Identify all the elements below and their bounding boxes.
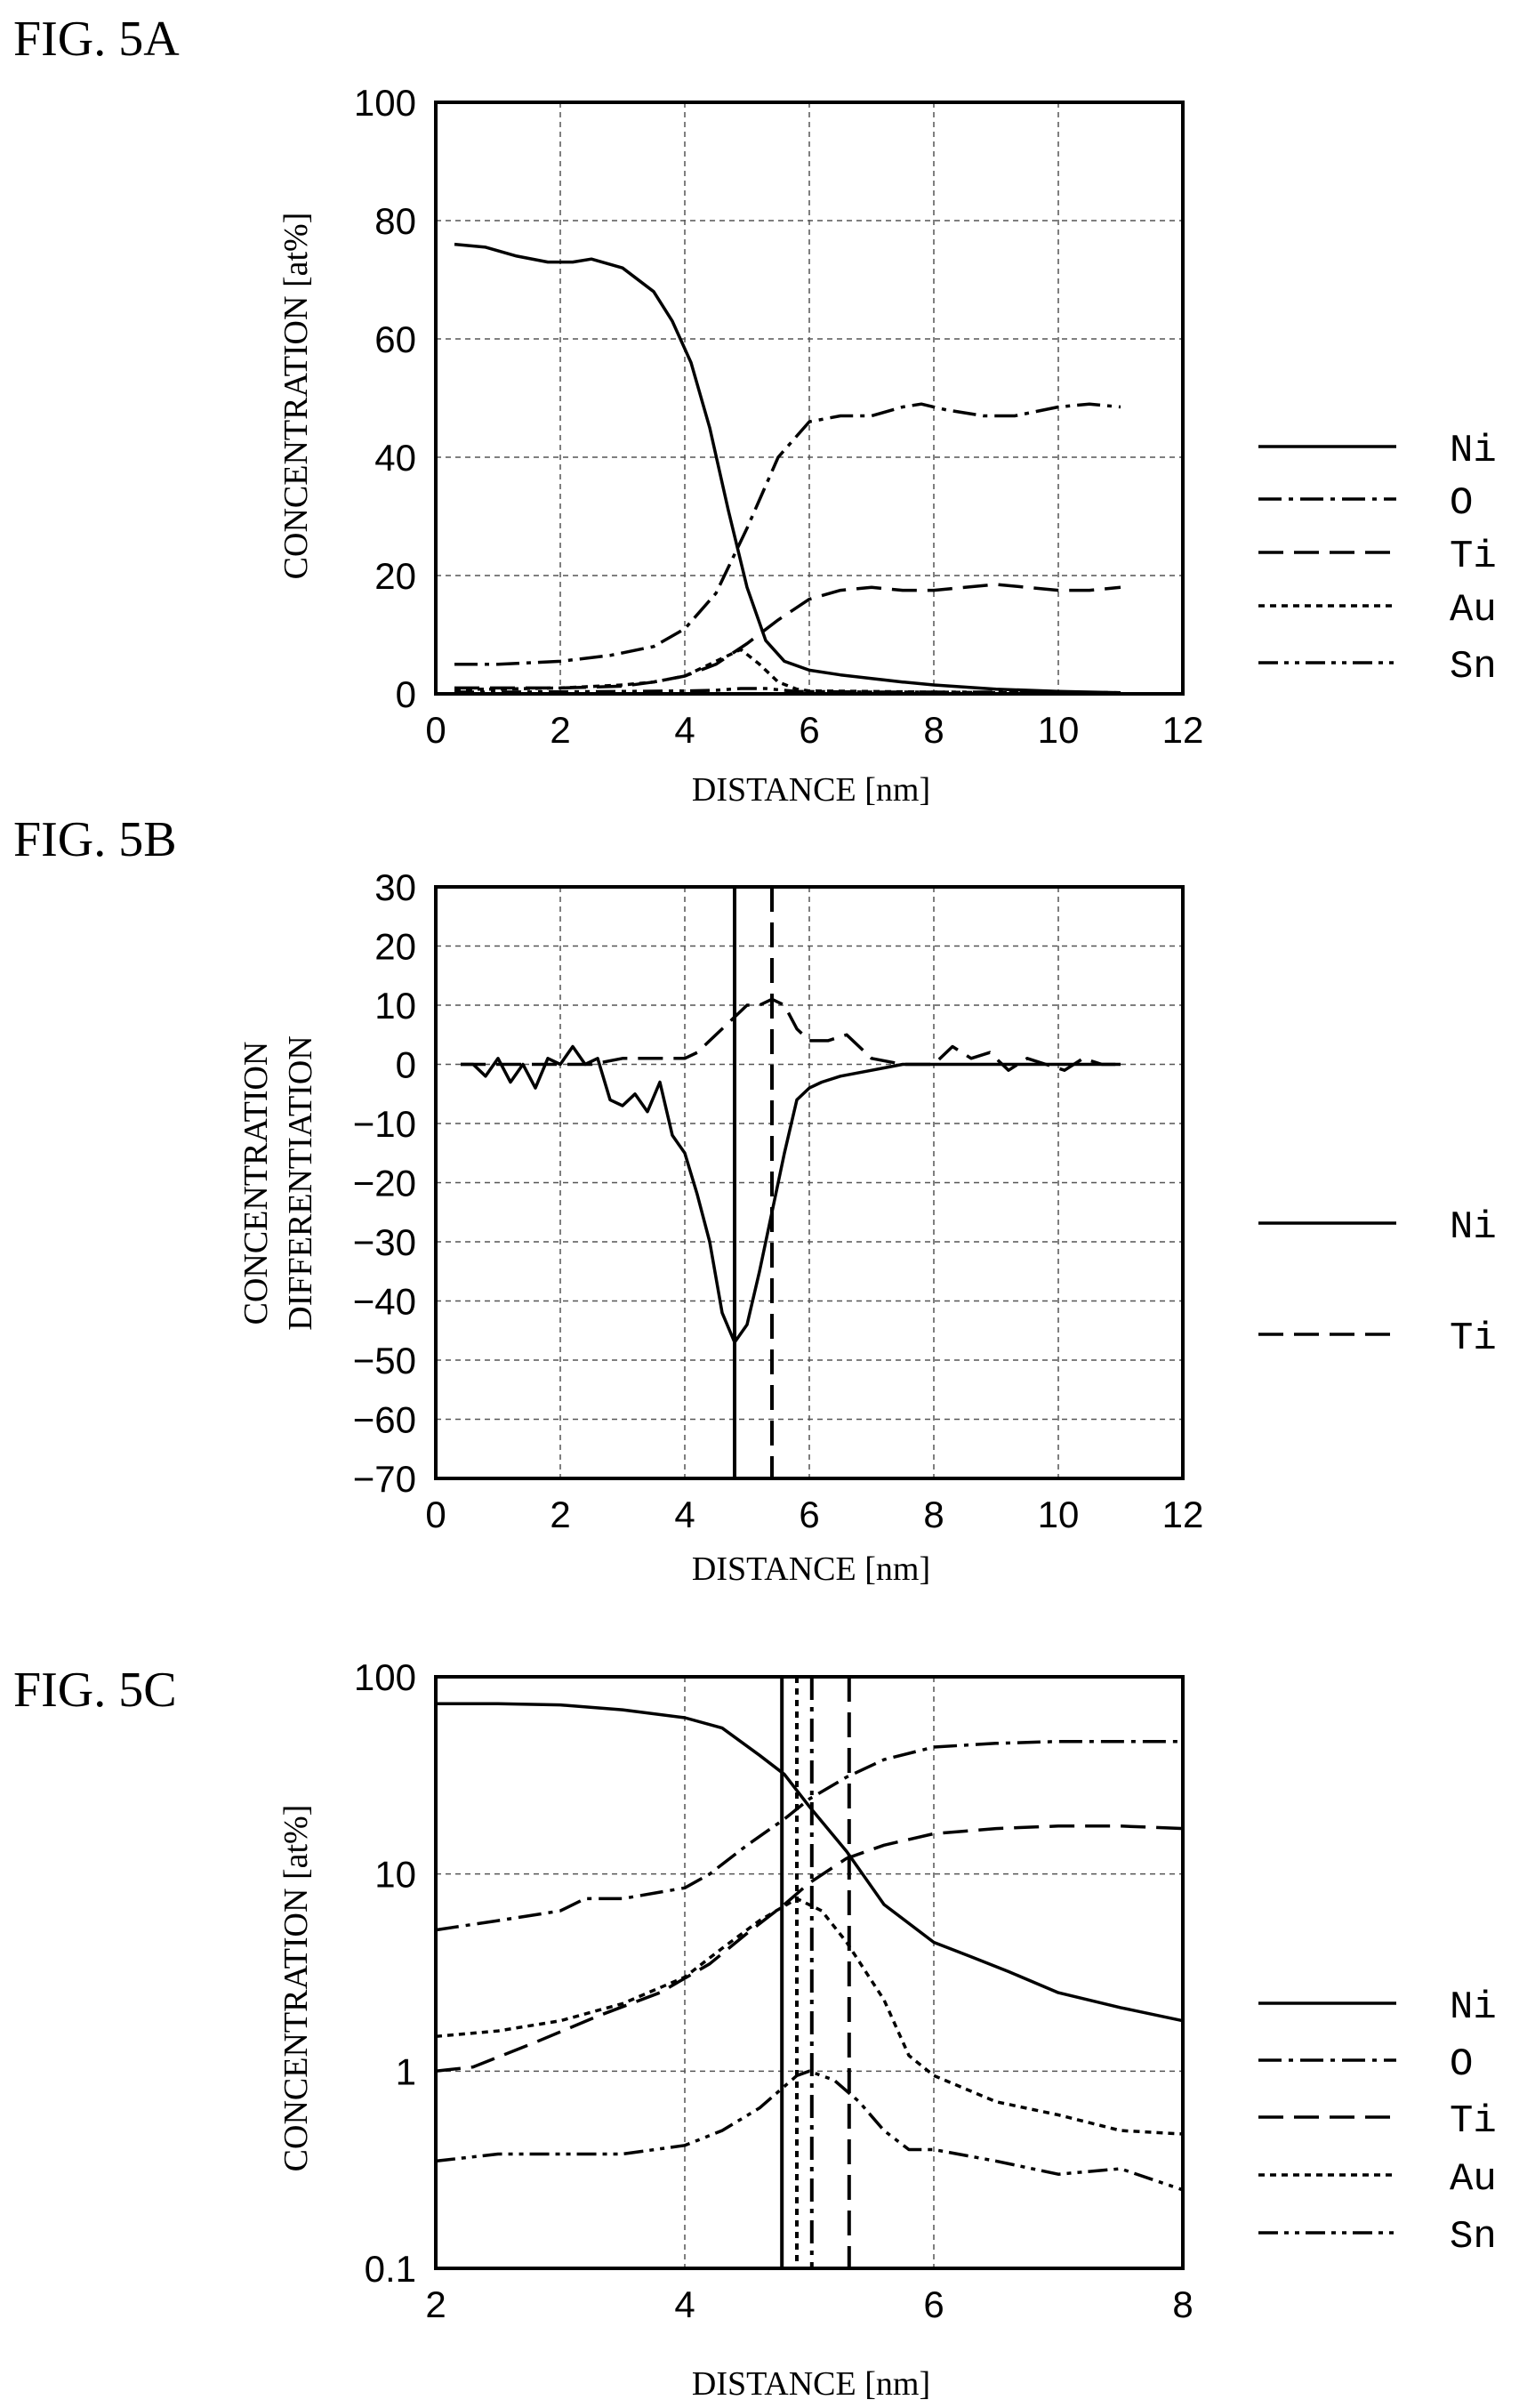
legend-label-ti: Ti [1450, 1317, 1497, 1361]
y-tick-label: 0 [396, 673, 416, 715]
series-line-ti [454, 583, 1121, 690]
series-line-ni [454, 242, 1121, 695]
y-tick-label: −40 [353, 1281, 416, 1323]
x-tick-label: 4 [674, 1494, 695, 1535]
y-tick-label: 0.1 [365, 2248, 416, 2290]
plot-frame [434, 1675, 1185, 2270]
series-line-sn [435, 2069, 1184, 2192]
x-tick-label: 12 [1162, 1494, 1204, 1535]
legend-label-ti: Ti [1450, 535, 1497, 579]
y-tick-label: 20 [374, 555, 416, 597]
legend-label-ni: Ni [1450, 1985, 1497, 2030]
y-tick-label: 0 [396, 1044, 416, 1086]
x-tick-label: 2 [550, 709, 570, 751]
y-axis-label: CONCENTRATION [at%] [277, 213, 315, 580]
x-tick-label: 2 [550, 1494, 570, 1535]
y-axis-label: CONCENTRATION [at%] [277, 1805, 315, 2172]
x-tick-label: 4 [674, 2283, 695, 2325]
y-tick-label: 100 [354, 82, 416, 124]
y-tick-label: 10 [374, 1854, 416, 1896]
x-axis-label: DISTANCE [nm] [692, 2365, 930, 2403]
panel-fig-5b: FIG. 5B 0 2 4 6 8 10 12 30 20 10 0 −10 −20 −30 −40 −50 −… [13, 812, 1497, 1588]
legend-label-o: O [1450, 2042, 1473, 2087]
y-tick-label: 1 [396, 2050, 416, 2092]
y-tick-label: 20 [374, 926, 416, 968]
series-line-au [435, 1897, 1184, 2136]
x-tick-label: 8 [923, 1494, 944, 1535]
legend-label-ni: Ni [1450, 429, 1497, 473]
y-tick-label: 10 [374, 985, 416, 1027]
series-line-au [454, 648, 1121, 695]
x-axis-label: DISTANCE [nm] [692, 1550, 930, 1588]
y-tick-label: 30 [374, 866, 416, 908]
x-tick-label: 10 [1038, 1494, 1080, 1535]
y-axis-label-line-1: CONCENTRATION [237, 1042, 275, 1325]
y-axis-label-line-2: DIFFERENTIATION [282, 1035, 319, 1330]
y-tick-label: −10 [353, 1103, 416, 1145]
legend-label-au: Au [1450, 2157, 1497, 2202]
y-tick-label: −20 [353, 1163, 416, 1204]
series-line-o [454, 402, 1121, 666]
x-tick-label: 0 [425, 709, 446, 751]
x-tick-label: 8 [923, 709, 944, 751]
x-tick-label: 6 [923, 2283, 944, 2325]
legend-label-ni: Ni [1450, 1205, 1497, 1250]
x-axis-label: DISTANCE [nm] [692, 771, 930, 809]
legend-label-ti: Ti [1450, 2099, 1497, 2144]
legend-label-au: Au [1450, 588, 1497, 632]
y-tick-label: 40 [374, 437, 416, 479]
y-tick-label: −60 [353, 1399, 416, 1441]
panel-label: FIG. 5B [13, 812, 177, 867]
panel-label: FIG. 5A [13, 12, 180, 67]
x-tick-label: 6 [799, 709, 819, 751]
panel-fig-5a: FIG. 5A 0 2 4 6 8 10 12 0 20 40 60 80 100 DISTANCE [… [13, 12, 1497, 809]
legend-label-o: O [1450, 481, 1473, 526]
y-tick-label: −70 [353, 1458, 416, 1500]
plot-frame [434, 101, 1185, 696]
x-tick-label: 10 [1038, 709, 1080, 751]
x-tick-label: 6 [799, 1494, 819, 1535]
y-tick-label: 100 [354, 1656, 416, 1698]
series-line-ni [436, 1702, 1184, 2023]
y-tick-label: −50 [353, 1340, 416, 1381]
plot-frame [434, 885, 1185, 1480]
series-line-o [435, 1739, 1183, 1932]
x-tick-label: 8 [1172, 2283, 1193, 2325]
panel-fig-5c: FIG. 5C 2 4 6 8 0.1 1 10 100 DISTANCE [nm] CONC… [13, 1656, 1497, 2403]
panel-label: FIG. 5C [13, 1663, 177, 1718]
y-tick-label: 80 [374, 200, 416, 242]
legend-label-sn: Sn [1450, 645, 1497, 689]
x-tick-label: 12 [1162, 709, 1204, 751]
series-line-ti [435, 1824, 1184, 2074]
x-tick-label: 0 [425, 1494, 446, 1535]
series-line-ti [461, 997, 1121, 1072]
x-tick-label: 4 [674, 709, 695, 751]
legend-label-sn: Sn [1450, 2215, 1497, 2259]
y-tick-label: −30 [353, 1221, 416, 1263]
x-tick-label: 2 [425, 2283, 446, 2325]
y-tick-label: 60 [374, 318, 416, 360]
